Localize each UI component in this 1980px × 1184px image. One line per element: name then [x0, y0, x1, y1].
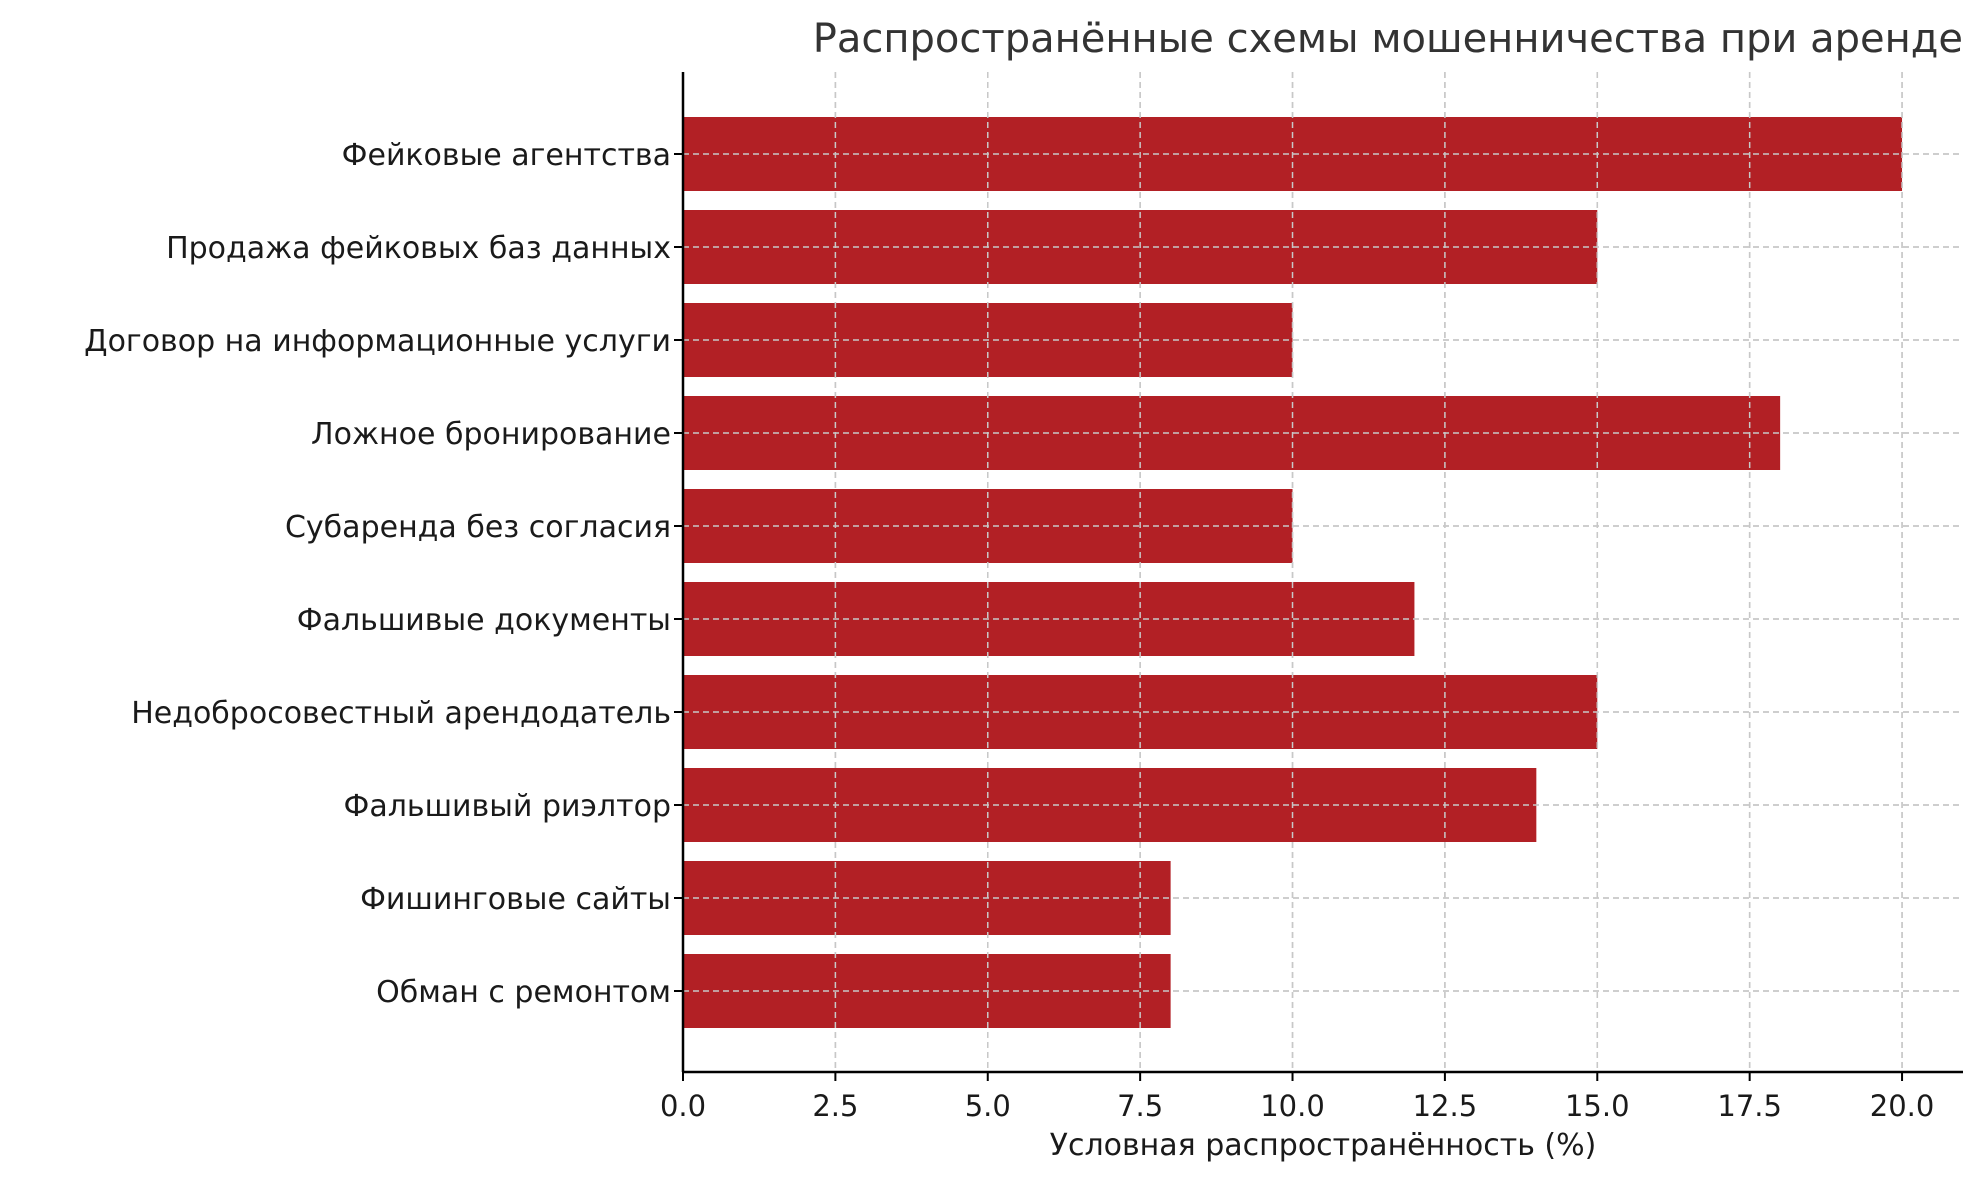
x-axis-label: Условная распространённость (%): [1050, 1128, 1597, 1163]
category-label: Договор на информационные услуги: [84, 324, 671, 359]
category-label: Продажа фейковых баз данных: [166, 231, 671, 266]
category-label: Фишинговые сайты: [360, 882, 671, 917]
x-tick-label: 2.5: [812, 1089, 858, 1123]
category-label: Фальшивый риэлтор: [344, 789, 671, 824]
grid-overlay: [683, 72, 1963, 1072]
category-label: Обман с ремонтом: [376, 975, 671, 1010]
x-tick-label: 12.5: [1413, 1089, 1478, 1123]
chart-title: Распространённые схемы мошенничества при…: [813, 16, 1963, 62]
x-tick-label: 10.0: [1260, 1089, 1325, 1123]
category-label: Субаренда без согласия: [285, 510, 671, 545]
category-label: Ложное бронирование: [311, 417, 671, 452]
x-tick-label: 0.0: [660, 1089, 706, 1123]
category-label: Недобросовестный арендодатель: [131, 696, 671, 731]
category-label: Фальшивые документы: [297, 603, 671, 638]
x-tick-label: 17.5: [1717, 1089, 1782, 1123]
category-label: Фейковые агентства: [342, 138, 671, 173]
x-axis-tick-labels: 0.0 2.5 5.0 7.5 10.0 12.5 15.0 17.5 20.0: [660, 1072, 1934, 1123]
x-tick-label: 5.0: [965, 1089, 1011, 1123]
x-tick-label: 20.0: [1870, 1089, 1935, 1123]
y-axis-tick-labels: Фейковые агентства Продажа фейковых баз д…: [84, 138, 683, 1010]
x-tick-label: 7.5: [1117, 1089, 1163, 1123]
x-tick-label: 15.0: [1565, 1089, 1630, 1123]
